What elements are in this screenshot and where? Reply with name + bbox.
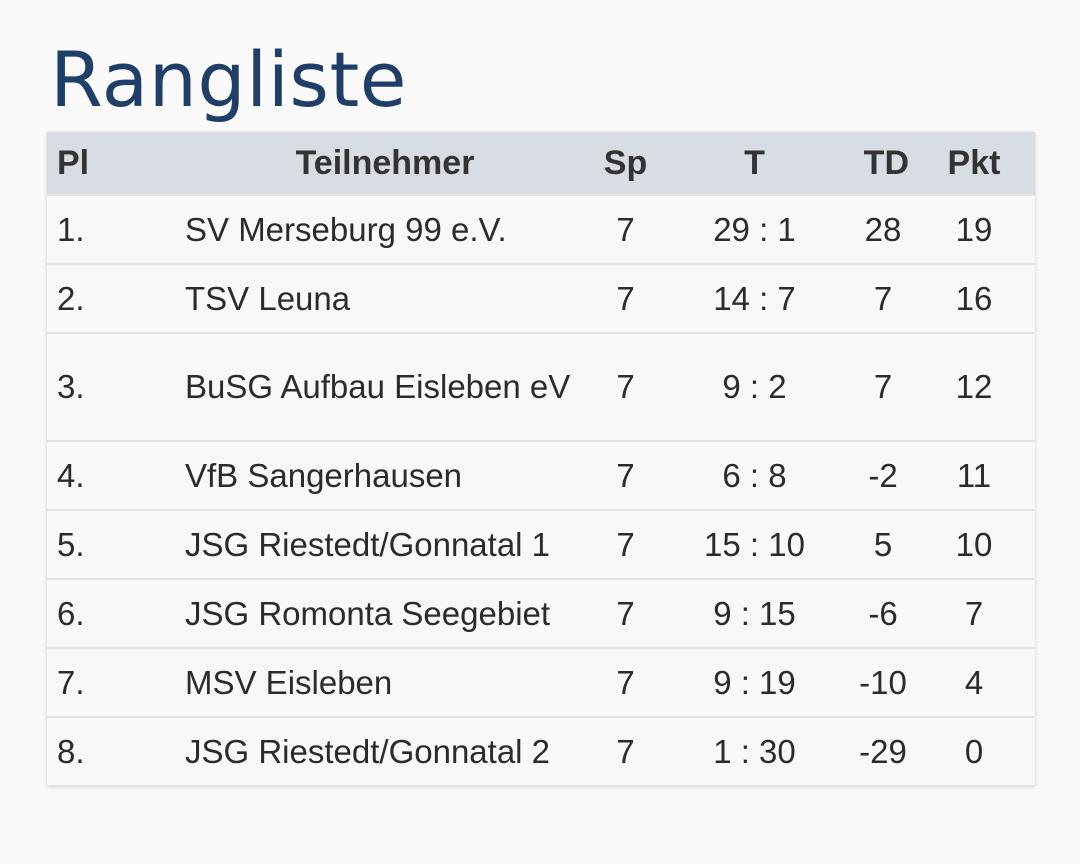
table-row: 1. SV Merseburg 99 e.V. 7 29 : 1 28 19 [47, 194, 1035, 264]
row-team: TSV Leuna [175, 263, 595, 333]
row-goals: 1 : 30 [656, 716, 853, 786]
row-goal-diff: 5 [853, 509, 913, 579]
row-points: 16 [913, 263, 1035, 333]
header-place: Pl [47, 132, 175, 195]
row-games: 7 [595, 194, 656, 264]
standings-table-container: Pl Teilnehmer Sp T TD Pkt 1. SV Merseburg… [47, 132, 1035, 786]
header-goals: T [656, 132, 853, 195]
row-team: JSG Riestedt/Gonnatal 2 [175, 716, 595, 786]
row-goals: 9 : 19 [656, 647, 853, 717]
row-place: 6. [47, 578, 175, 648]
row-team: MSV Eisleben [175, 647, 595, 717]
row-team: JSG Romonta Seegebiet [175, 578, 595, 648]
row-team: VfB Sangerhausen [175, 440, 595, 510]
table-row: 6. JSG Romonta Seegebiet 7 9 : 15 -6 7 [47, 578, 1035, 648]
row-points: 19 [913, 194, 1035, 264]
row-goal-diff: -29 [853, 716, 913, 786]
row-goals: 9 : 15 [656, 578, 853, 648]
row-team: SV Merseburg 99 e.V. [175, 194, 595, 264]
row-team: JSG Riestedt/Gonnatal 1 [175, 509, 595, 579]
row-goals: 15 : 10 [656, 509, 853, 579]
row-games: 7 [595, 716, 656, 786]
table-row: 3. BuSG Aufbau Eisleben eV 7 9 : 2 7 12 [47, 332, 1035, 441]
row-goals: 6 : 8 [656, 440, 853, 510]
row-place: 4. [47, 440, 175, 510]
header-goal-diff: TD [853, 132, 913, 195]
row-goals: 9 : 2 [656, 332, 853, 441]
standings-table: Pl Teilnehmer Sp T TD Pkt 1. SV Merseburg… [47, 132, 1035, 786]
row-place: 3. [47, 332, 175, 441]
row-games: 7 [595, 578, 656, 648]
row-place: 8. [47, 716, 175, 786]
row-place: 7. [47, 647, 175, 717]
row-goal-diff: 28 [853, 194, 913, 264]
row-games: 7 [595, 509, 656, 579]
row-points: 7 [913, 578, 1035, 648]
header-points: Pkt [913, 132, 1035, 195]
row-place: 2. [47, 263, 175, 333]
row-goal-diff: -2 [853, 440, 913, 510]
row-points: 10 [913, 509, 1035, 579]
row-goal-diff: 7 [853, 263, 913, 333]
row-goal-diff: -6 [853, 578, 913, 648]
table-body: 1. SV Merseburg 99 e.V. 7 29 : 1 28 19 2. TSV L… [47, 194, 1035, 786]
table-row: 2. TSV Leuna 7 14 : 7 7 16 [47, 263, 1035, 333]
row-goal-diff: -10 [853, 647, 913, 717]
row-goals: 14 : 7 [656, 263, 853, 333]
row-points: 12 [913, 332, 1035, 441]
row-games: 7 [595, 332, 656, 441]
row-points: 4 [913, 647, 1035, 717]
row-games: 7 [595, 647, 656, 717]
table-row: 4. VfB Sangerhausen 7 6 : 8 -2 11 [47, 440, 1035, 510]
row-goals: 29 : 1 [656, 194, 853, 264]
row-games: 7 [595, 440, 656, 510]
row-goal-diff: 7 [853, 332, 913, 441]
header-team: Teilnehmer [175, 132, 595, 195]
row-team: BuSG Aufbau Eisleben eV [175, 332, 595, 441]
table-row: 5. JSG Riestedt/Gonnatal 1 7 15 : 10 5 10 [47, 509, 1035, 579]
row-points: 0 [913, 716, 1035, 786]
header-row: Pl Teilnehmer Sp T TD Pkt [47, 132, 1035, 195]
row-place: 5. [47, 509, 175, 579]
row-points: 11 [913, 440, 1035, 510]
header-games: Sp [595, 132, 656, 195]
row-games: 7 [595, 263, 656, 333]
row-place: 1. [47, 194, 175, 264]
page-title: Rangliste [50, 35, 408, 124]
table-header: Pl Teilnehmer Sp T TD Pkt [47, 132, 1035, 195]
table-row: 7. MSV Eisleben 7 9 : 19 -10 4 [47, 647, 1035, 717]
